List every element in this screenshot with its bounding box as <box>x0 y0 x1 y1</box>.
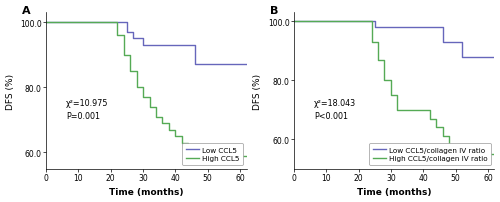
Legend: Low CCL5, High CCL5: Low CCL5, High CCL5 <box>182 143 243 165</box>
Legend: Low CCL5/collagen IV ratio, High CCL5/collagen IV ratio: Low CCL5/collagen IV ratio, High CCL5/co… <box>369 143 491 165</box>
Text: χ²=10.975: χ²=10.975 <box>66 99 108 108</box>
Y-axis label: DFS (%): DFS (%) <box>254 73 262 109</box>
X-axis label: Time (months): Time (months) <box>357 187 432 197</box>
Text: A: A <box>22 5 30 16</box>
Y-axis label: DFS (%): DFS (%) <box>6 73 15 109</box>
Text: χ²=18.043: χ²=18.043 <box>314 99 356 108</box>
X-axis label: Time (months): Time (months) <box>109 187 184 197</box>
Text: P=0.001: P=0.001 <box>66 111 100 120</box>
Text: P<0.001: P<0.001 <box>314 111 348 120</box>
Text: B: B <box>270 5 278 16</box>
